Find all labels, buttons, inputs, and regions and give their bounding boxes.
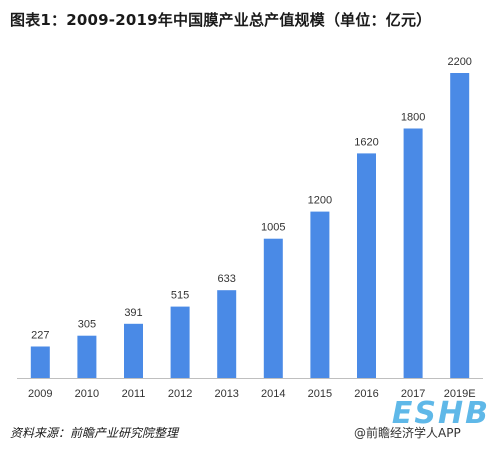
value-label-2015: 1200	[308, 195, 332, 207]
x-tick-2011: 2011	[122, 388, 146, 400]
value-label-2011: 391	[124, 307, 142, 319]
value-label-2009: 227	[31, 330, 49, 342]
watermark-logo: ESHB	[391, 396, 490, 431]
bar-2011	[124, 323, 143, 378]
value-labels-group: 227 305 391 515 633 1005 1200 1620 1800 2200	[31, 56, 472, 342]
x-tick-2017: 2017	[401, 388, 425, 400]
chart-title: 图表1：2009-2019年中国膜产业总产值规模（单位：亿元）	[10, 11, 432, 29]
bar-2019E	[450, 73, 470, 378]
value-label-2019E: 2200	[447, 56, 471, 68]
x-tick-2016: 2016	[354, 388, 378, 400]
x-tick-2013: 2013	[214, 388, 238, 400]
bar-2017	[403, 128, 423, 378]
x-tick-2010: 2010	[75, 388, 99, 400]
bar-2010	[77, 335, 97, 378]
bar-2015	[310, 211, 330, 378]
value-label-2012: 515	[171, 290, 189, 302]
value-label-2016: 1620	[354, 136, 378, 148]
bars-group	[30, 73, 470, 378]
bar-2009	[30, 346, 50, 378]
bar-2016	[357, 153, 376, 378]
value-label-2010: 305	[78, 319, 96, 331]
bar-2013	[217, 290, 237, 378]
source-note: 资料来源：前瞻产业研究院整理	[10, 426, 179, 440]
x-tick-2009: 2009	[28, 388, 52, 400]
x-tick-2012: 2012	[168, 388, 192, 400]
x-tick-2019E: 2019E	[444, 388, 476, 400]
bar-2014	[263, 238, 283, 378]
credit-text: @前瞻经济学人APP	[354, 426, 461, 440]
value-label-2014: 1005	[261, 222, 285, 234]
x-tick-2014: 2014	[261, 388, 285, 400]
x-tick-2015: 2015	[308, 388, 332, 400]
value-label-2013: 633	[218, 273, 236, 285]
value-label-2017: 1800	[401, 112, 425, 124]
bar-2012	[170, 306, 190, 378]
x-tick-labels-group: 2009 2010 2011 2012 2013 2014 2015 2016 2017 2019…	[28, 388, 476, 400]
